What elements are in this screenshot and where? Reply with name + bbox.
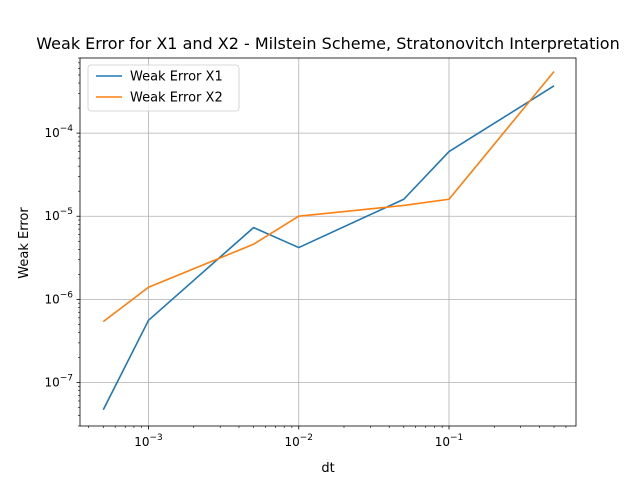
y-tick-label: 10−6: [44, 290, 73, 306]
y-tick-base: 10: [44, 376, 59, 390]
legend-box: [87, 64, 240, 112]
chart-title: Weak Error for X1 and X2 - Milstein Sche…: [36, 34, 619, 53]
y-tick-exponent: −7: [60, 374, 73, 384]
y-tick-exponent: −6: [60, 290, 74, 300]
x-tick-exponent: −1: [450, 433, 463, 443]
y-tick-base: 10: [44, 292, 59, 306]
x-tick-exponent: −3: [150, 433, 163, 443]
series-lines: [102, 71, 555, 411]
x-axis-label: dt: [321, 461, 334, 476]
x-tick-base: 10: [134, 435, 149, 449]
series-line-1: [102, 85, 555, 411]
y-tick-exponent: −4: [60, 124, 74, 134]
y-axis-label: Weak Error: [17, 207, 32, 279]
grid: [80, 58, 576, 426]
y-tick-label: 10−7: [44, 374, 73, 390]
axis-ticks: 10−3 10−2 10−110−710−610−510−4: [44, 57, 567, 449]
series-line-2: [102, 71, 555, 323]
x-tick-label: 10−3: [134, 433, 163, 449]
x-tick-base: 10: [284, 435, 299, 449]
legend-label-2: Weak Error X2: [130, 91, 223, 106]
y-tick-label: 10−4: [44, 124, 73, 140]
legend: Weak Error X1 Weak Error X2: [87, 64, 240, 112]
x-tick-exponent: −2: [300, 433, 313, 443]
y-tick-base: 10: [44, 126, 59, 140]
y-tick-exponent: −5: [60, 207, 73, 217]
y-tick-base: 10: [44, 209, 59, 223]
legend-label-1: Weak Error X1: [130, 70, 223, 85]
y-tick-label: 10−5: [44, 207, 73, 223]
x-tick-label: 10−2: [284, 433, 313, 449]
x-tick-label: 10−1: [435, 433, 464, 449]
x-tick-base: 10: [435, 435, 450, 449]
plot-frame: [79, 57, 577, 427]
